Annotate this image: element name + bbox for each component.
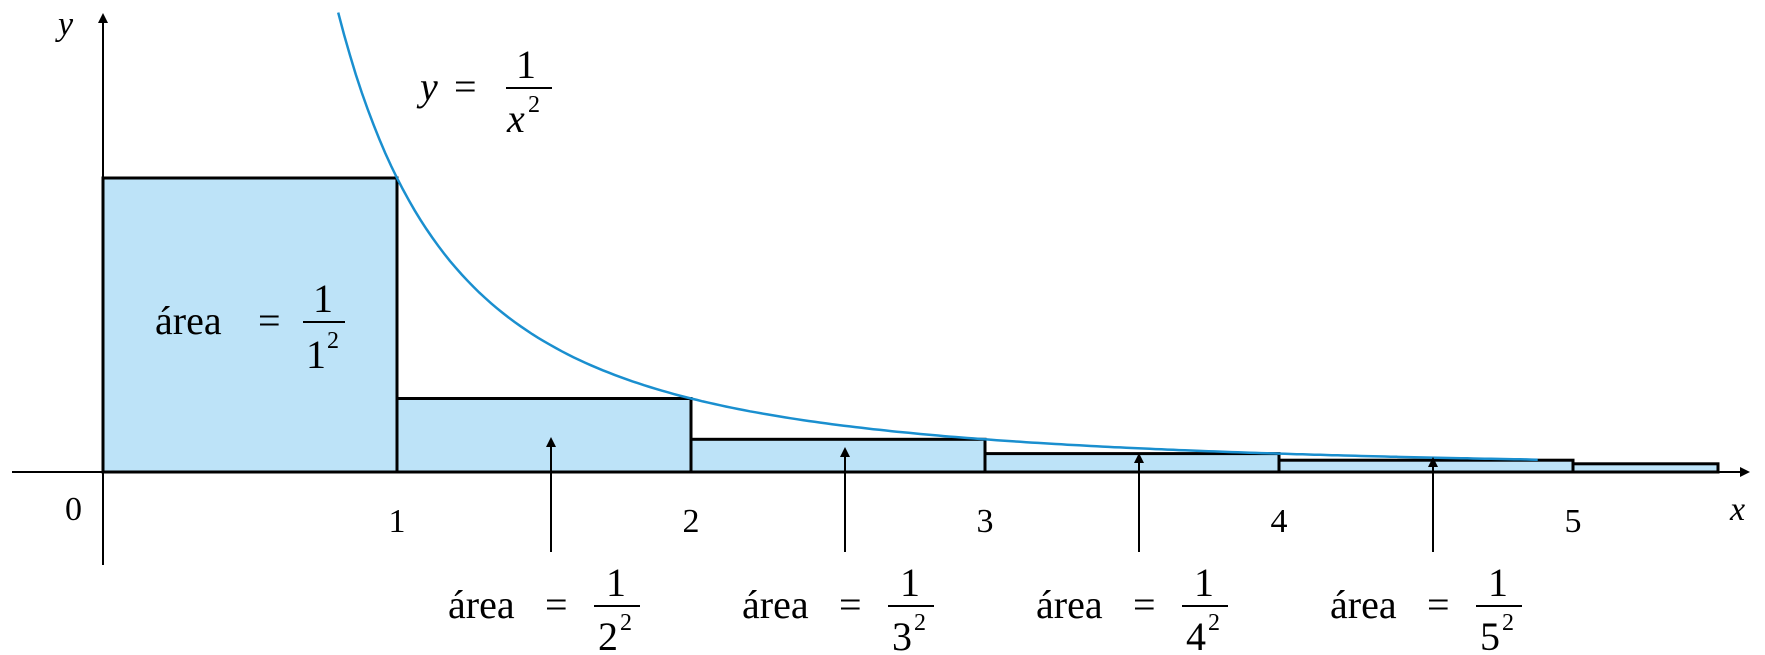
x-tick-label: 3 [977,503,994,540]
area-label-5: área = 1 5 2 [1330,560,1522,655]
area-label-word: área [1036,582,1103,627]
area-label-numerator: 1 [1488,560,1508,605]
area-label-numerator: 1 [313,276,333,321]
origin-label: 0 [65,491,82,528]
equation-equals: = [454,64,477,109]
area-label-2: área = 1 2 2 [448,560,640,655]
area-label-denominator-exponent: 2 [914,610,926,636]
curve-y-equals-1-over-x-squared [336,12,1538,461]
x-tick-labels: 1 2 3 4 5 [389,503,1582,540]
area-label-word: área [1330,582,1397,627]
area-label-word: área [448,582,515,627]
x-tick-label: 5 [1565,503,1582,540]
area-rectangle-3 [689,437,987,474]
area-label-equals: = [1427,582,1450,627]
area-label-denominator-base: 4 [1186,614,1206,655]
area-label-4: área = 1 4 2 [1036,560,1228,655]
equation-denominator-base: x [506,96,525,141]
equation-lhs: y [416,64,438,109]
area-label-denominator-base: 5 [1480,614,1500,655]
x-axis-label: x [1729,491,1745,528]
area-rectangle-5 [1277,458,1575,474]
area-rectangle-1 [101,176,399,474]
area-label-denominator-exponent: 2 [620,610,632,636]
area-label-3: área = 1 3 2 [742,560,934,655]
x-tick-label: 2 [683,503,700,540]
area-label-1: área = 1 1 2 [155,276,345,377]
area-label-denominator-exponent: 2 [1502,610,1514,636]
area-label-equals: = [839,582,862,627]
area-label-denominator-base: 3 [892,614,912,655]
area-label-equals: = [258,298,281,343]
area-rectangle-4 [983,452,1281,474]
area-label-word: área [155,298,222,343]
y-axis-label: y [55,6,74,43]
area-rectangles [101,176,1720,474]
area-rectangle-6 [1571,462,1720,474]
equation-denominator-exponent: 2 [528,92,540,118]
x-tick-label: 1 [389,503,406,540]
area-label-numerator: 1 [1194,560,1214,605]
area-label-numerator: 1 [900,560,920,605]
area-label-denominator-exponent: 2 [327,328,339,354]
area-label-word: área [742,582,809,627]
area-label-denominator-base: 1 [306,332,326,377]
area-label-denominator-base: 2 [598,614,618,655]
equation-numerator: 1 [516,42,536,87]
area-label-equals: = [1133,582,1156,627]
area-label-numerator: 1 [606,560,626,605]
curve-equation: y = 1 x 2 [416,42,552,141]
label-pointer-arrows [546,437,1438,552]
area-rectangle-2 [395,397,693,474]
area-label-equals: = [545,582,568,627]
area-label-denominator-exponent: 2 [1208,610,1220,636]
x-tick-label: 4 [1271,503,1288,540]
